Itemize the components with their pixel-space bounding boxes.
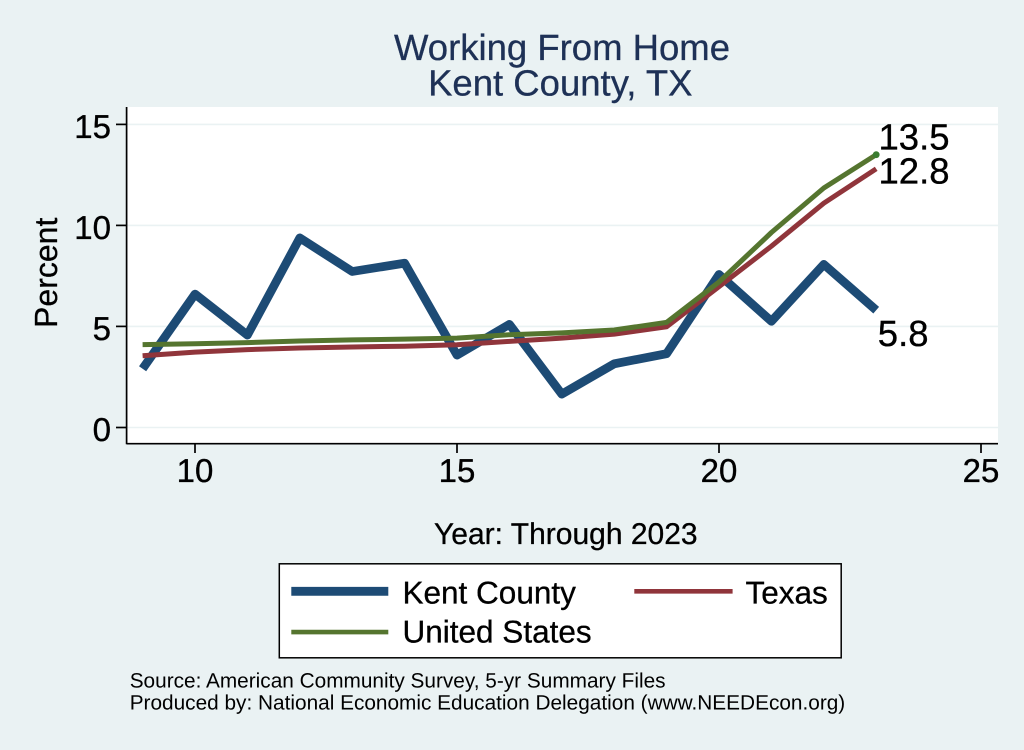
svg-text:Produced by: National Economic: Produced by: National Economic Education… — [130, 692, 846, 715]
svg-text:Kent County: Kent County — [403, 574, 577, 610]
svg-text:Working From Home: Working From Home — [394, 27, 730, 68]
svg-text:Percent: Percent — [28, 218, 64, 328]
svg-text:10: 10 — [177, 452, 214, 489]
svg-text:15: 15 — [74, 108, 111, 145]
svg-text:Year: Through 2023: Year: Through 2023 — [434, 518, 698, 551]
svg-text:Texas: Texas — [746, 574, 828, 610]
svg-text:United States: United States — [403, 614, 592, 650]
svg-text:0: 0 — [93, 411, 111, 448]
svg-text:12.8: 12.8 — [879, 151, 950, 192]
svg-text:5: 5 — [93, 310, 111, 347]
svg-text:25: 25 — [963, 452, 1000, 489]
svg-text:Source: American Community Sur: Source: American Community Survey, 5-yr … — [130, 670, 666, 693]
svg-text:5.8: 5.8 — [878, 313, 929, 354]
svg-text:10: 10 — [74, 209, 111, 246]
svg-text:Kent County, TX: Kent County, TX — [428, 63, 692, 104]
svg-text:13.5: 13.5 — [879, 117, 950, 158]
svg-text:20: 20 — [701, 452, 738, 489]
svg-text:15: 15 — [439, 452, 476, 489]
